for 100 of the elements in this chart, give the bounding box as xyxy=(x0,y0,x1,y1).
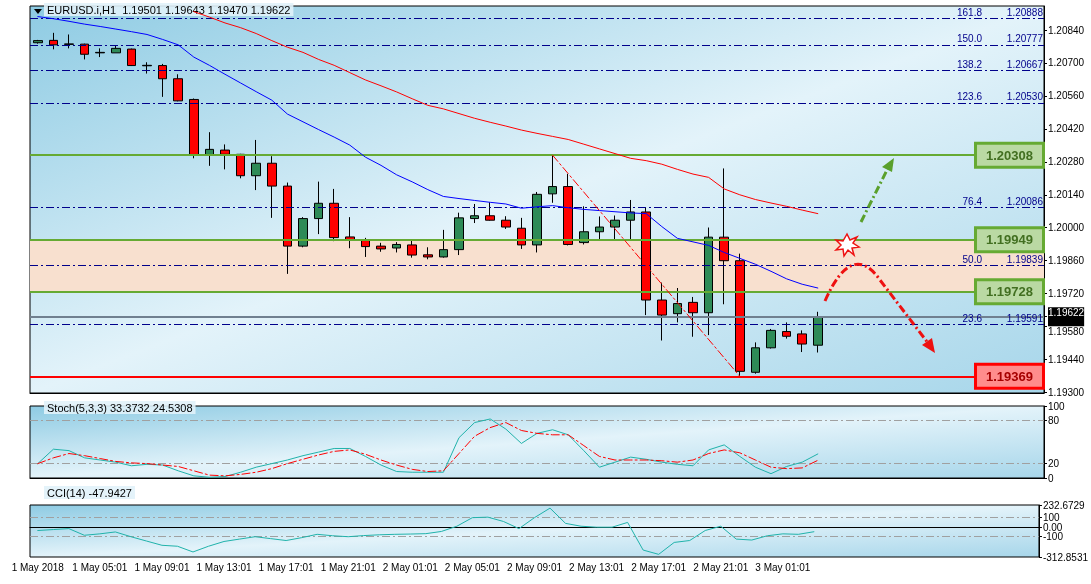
candlestick xyxy=(454,212,464,256)
x-tick-label: 1 May 09:01 xyxy=(134,561,190,573)
y-tick-label: 1.20000 xyxy=(1048,222,1085,234)
ref-line-label: 1.19591 xyxy=(1006,312,1044,324)
ref-line-label: 1.19728 xyxy=(986,284,1033,300)
candlestick xyxy=(111,45,121,54)
candlestick xyxy=(501,215,511,230)
candlestick xyxy=(80,43,89,60)
candlestick xyxy=(329,188,339,242)
annotation: 150.0 xyxy=(956,33,983,45)
candlestick xyxy=(158,63,167,98)
ref-line-label: 1.20667 xyxy=(1006,59,1044,71)
candlestick xyxy=(673,287,682,323)
y-tick-label: 1.20140 xyxy=(1048,189,1085,201)
y-tick-label: 1.19580 xyxy=(1048,325,1085,337)
y-tick-label: 1.19860 xyxy=(1048,255,1085,267)
candlestick xyxy=(532,191,542,253)
candlestick xyxy=(813,311,823,354)
y-tick-label: 100 xyxy=(1042,512,1061,524)
candlestick xyxy=(641,206,651,316)
y-tick-label: 80 xyxy=(1048,414,1060,426)
annotation: 50.0 xyxy=(962,254,983,266)
x-tick-label: 1 May 05:01 xyxy=(72,561,128,573)
candlestick xyxy=(251,139,261,191)
y-tick-label: 1.19440 xyxy=(1048,354,1085,366)
candlestick xyxy=(782,321,791,340)
candlestick xyxy=(173,73,183,102)
y-tick-label: 1.20420 xyxy=(1048,123,1085,135)
y-tick-label: 1.20280 xyxy=(1048,156,1085,168)
annotation: 123.6 xyxy=(956,91,983,103)
y-tick-label: 1.19720 xyxy=(1048,288,1085,300)
ref-line-label: 1.19369 xyxy=(986,368,1033,384)
candlestick xyxy=(298,216,308,248)
candlestick xyxy=(376,242,386,253)
y-tick-label: 232.6729 xyxy=(1042,499,1086,511)
candlestick xyxy=(189,98,199,159)
chart-title: Stoch(5,3,3) 33.3732 24.5308 xyxy=(47,401,193,414)
y-tick-label: 1.20840 xyxy=(1048,24,1085,36)
candlestick xyxy=(688,296,698,338)
x-tick-label: 2 May 13:01 xyxy=(569,561,625,573)
y-tick-label: 1.19300 xyxy=(1048,387,1085,399)
line-series xyxy=(37,507,815,555)
x-tick-label: 2 May 17:01 xyxy=(631,561,687,573)
candlestick xyxy=(485,201,495,222)
candlestick xyxy=(33,39,43,45)
annotation: 138.2 xyxy=(956,59,983,71)
chart-title: CCI(14) -47.9427 xyxy=(47,486,132,499)
y-tick-label: 20 xyxy=(1048,458,1060,470)
candlestick xyxy=(220,143,230,170)
ref-line-label: 1.20308 xyxy=(986,147,1033,163)
ref-line-label: 1.19839 xyxy=(1006,254,1044,266)
candlestick xyxy=(267,155,277,219)
candlestick xyxy=(751,341,760,375)
candlestick xyxy=(797,329,807,353)
candlestick xyxy=(236,153,245,179)
x-tick-label: 2 May 05:01 xyxy=(444,561,501,573)
line-series xyxy=(37,16,819,289)
x-tick-label: 2 May 09:01 xyxy=(506,561,563,573)
chart-title: EURUSD.i,H1 1.19501 1.19643 1.19470 1.19622 xyxy=(47,3,291,16)
y-tick-label: 0.00 xyxy=(1042,521,1063,533)
candlestick xyxy=(470,203,479,224)
annotation: 76.4 xyxy=(962,196,983,207)
candlestick xyxy=(127,48,136,67)
candlestick xyxy=(610,215,620,240)
x-tick-label: 1 May 21:01 xyxy=(320,561,377,573)
annotation: 23.6 xyxy=(962,312,983,324)
candlestick xyxy=(766,328,776,350)
y-tick-label: 0 xyxy=(1048,472,1054,484)
y-tick-label: 100 xyxy=(1048,400,1066,412)
candlestick xyxy=(407,239,417,259)
candlestick xyxy=(595,215,604,240)
candlestick xyxy=(423,246,433,260)
ref-line-label: 1.20777 xyxy=(1006,33,1044,45)
candlestick xyxy=(314,181,323,235)
candlestick xyxy=(95,47,105,58)
candlestick xyxy=(64,33,74,49)
annotation: 161.8 xyxy=(956,7,983,19)
candlestick xyxy=(548,154,557,204)
x-tick-label: 2 May 21:01 xyxy=(693,561,749,573)
ref-line-label: 1.20888 xyxy=(1006,7,1044,19)
candlestick xyxy=(142,61,152,75)
candlestick xyxy=(563,173,573,246)
candlestick xyxy=(283,182,292,275)
x-tick-label: 1 May 2018 xyxy=(11,561,65,573)
x-tick-label: 1 May 17:01 xyxy=(258,561,315,573)
candlestick xyxy=(439,229,448,259)
candlestick xyxy=(704,227,713,336)
candlestick xyxy=(49,32,58,50)
x-tick-label: 1 May 13:01 xyxy=(196,561,252,573)
candlestick xyxy=(392,241,401,253)
y-tick-label: 1.20560 xyxy=(1048,90,1085,102)
y-tick-label: 1.19622 xyxy=(1048,306,1085,318)
ref-line-label: 1.19949 xyxy=(986,232,1033,248)
y-tick-label: -100 xyxy=(1042,531,1064,543)
y-tick-label: -312.8531 xyxy=(1042,551,1089,563)
ref-line-label: 1.20530 xyxy=(1006,91,1044,103)
x-tick-label: 2 May 01:01 xyxy=(382,561,439,573)
y-tick-label: 1.20700 xyxy=(1048,57,1085,69)
candlestick xyxy=(657,282,667,342)
x-tick-label: 3 May 01:01 xyxy=(755,561,811,573)
